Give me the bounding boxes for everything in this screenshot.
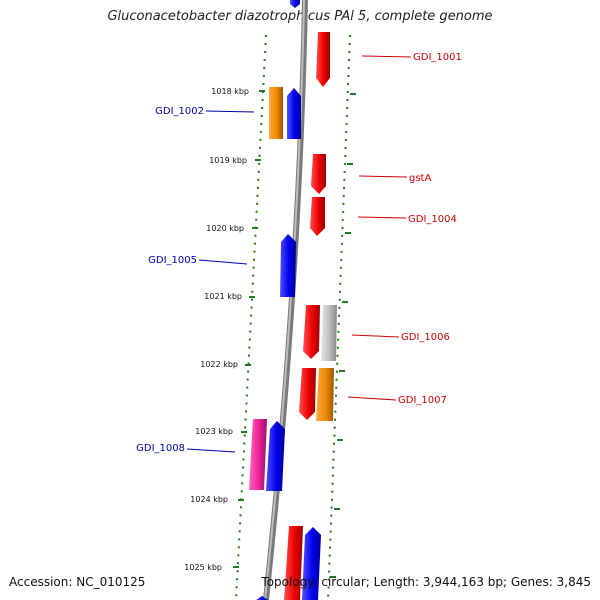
gene-bottom-red[interactable] [284, 526, 303, 600]
gene-label-gdi-1002[interactable]: GDI_1002 [155, 106, 204, 117]
right-major-ticks [330, 93, 356, 578]
left-tick-track [235, 34, 267, 600]
scale-label-1019: 1019 kbp [209, 156, 247, 165]
gene-gdi-1007-red[interactable] [299, 368, 316, 420]
scale-label-1020: 1020 kbp [206, 224, 244, 233]
gene-gdi-1001[interactable] [316, 32, 330, 87]
gene-label-gdi-1004[interactable]: GDI_1004 [408, 214, 457, 225]
gene-gdi-1005[interactable] [280, 234, 296, 297]
gene-label-gsta[interactable]: gstA [409, 173, 431, 184]
gene-gdi-1004[interactable] [310, 197, 325, 236]
gene-label-gdi-1008[interactable]: GDI_1008 [136, 443, 185, 454]
gene-gdi-1007[interactable] [316, 368, 334, 421]
gene-gdi-1006[interactable] [303, 305, 320, 359]
accession-text: Accession: NC_010125 [9, 575, 146, 589]
gene-label-gdi-1005[interactable]: GDI_1005 [148, 255, 197, 266]
gene-bottom-blue[interactable] [302, 527, 321, 600]
gene-gdi-1008-blue[interactable] [266, 421, 285, 491]
gene-gdi-1008[interactable] [249, 419, 267, 490]
gene-label-gdi-1006[interactable]: GDI_1006 [401, 332, 450, 343]
left-major-ticks [233, 90, 265, 568]
gene-label-gdi-1007[interactable]: GDI_1007 [398, 395, 447, 406]
scale-label-1021: 1021 kbp [204, 292, 242, 301]
gene-top-blue-fragment[interactable] [290, 0, 300, 8]
gene-bottom-blue-small[interactable] [256, 596, 268, 600]
gene-gdi-1002-blue[interactable] [287, 88, 301, 139]
topology-text: Topology: circular; Length: 3,944,163 bp… [261, 575, 591, 589]
page-title: Gluconacetobacter diazotrophicus PAl 5, … [107, 9, 493, 24]
gene-gsta[interactable] [311, 154, 326, 194]
gene-gdi-1006-gray[interactable] [321, 305, 337, 361]
scale-label-1018: 1018 kbp [211, 87, 249, 96]
genome-backbone-highlight [264, 0, 305, 600]
gene-gdi-1002[interactable] [269, 87, 283, 139]
gene-label-gdi-1001[interactable]: GDI_1001 [413, 52, 462, 63]
scale-label-1023: 1023 kbp [195, 427, 233, 436]
leader-lines [186, 55, 412, 453]
scale-label-1022: 1022 kbp [200, 360, 238, 369]
scale-label-1025: 1025 kbp [184, 563, 222, 572]
scale-label-1024: 1024 kbp [190, 495, 228, 504]
